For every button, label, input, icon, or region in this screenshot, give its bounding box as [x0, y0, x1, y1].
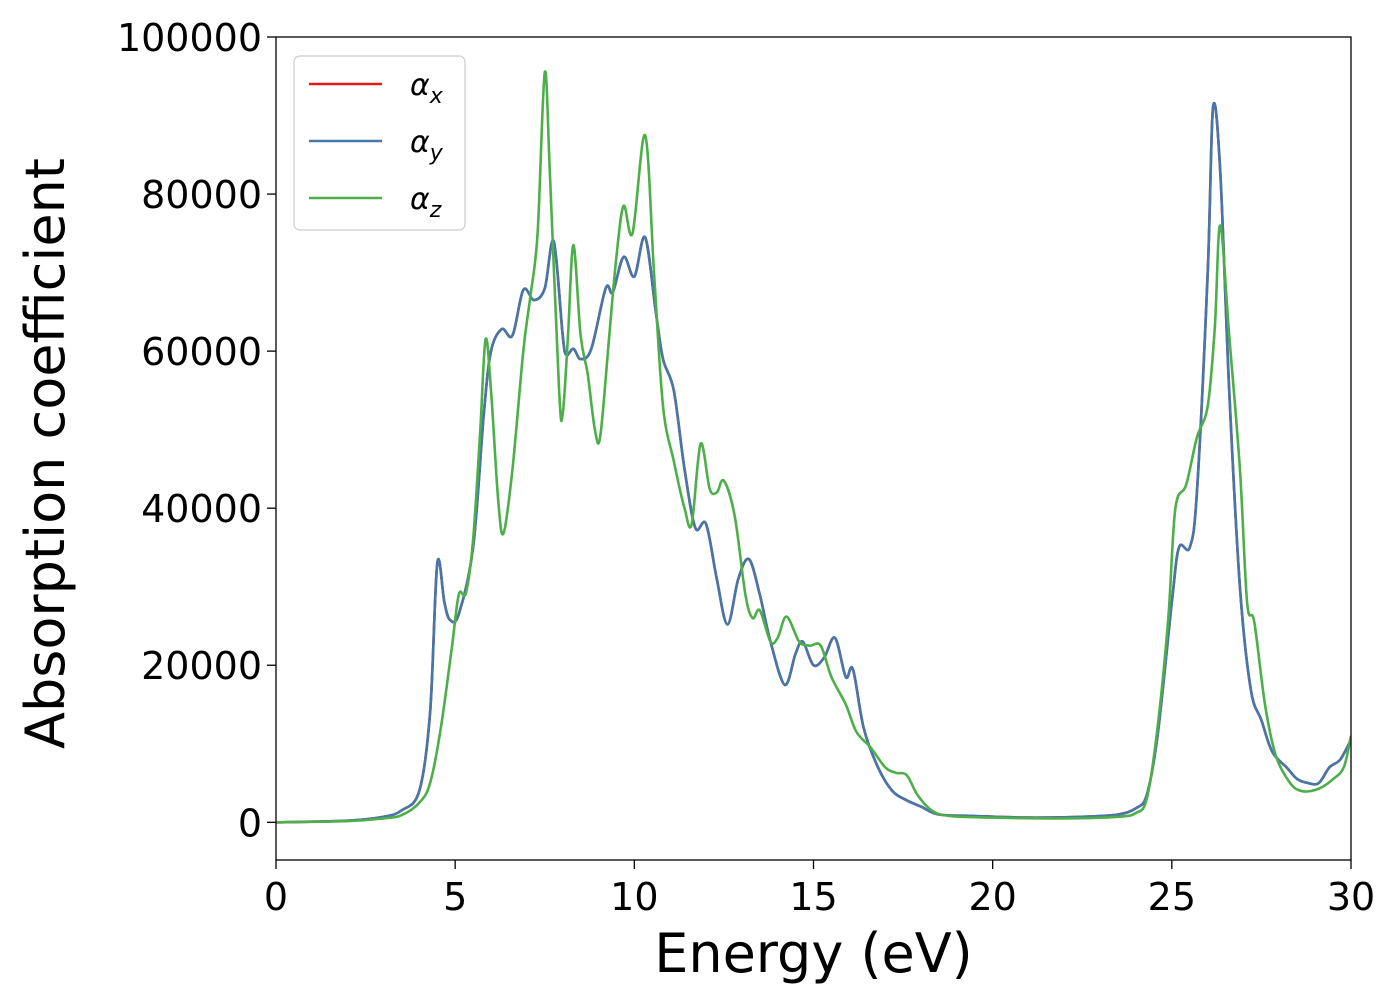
legend-frame — [293, 55, 466, 231]
y-tick-label: 80000 — [141, 173, 262, 217]
x-axis-title: Energy (eV) — [654, 922, 973, 985]
series-layer — [276, 70, 1351, 824]
series-line-z — [276, 70, 1351, 824]
y-tick-label: 60000 — [141, 330, 262, 374]
series-line-y — [276, 101, 1351, 824]
x-tick-label: 15 — [789, 875, 837, 919]
x-tick-label: 20 — [968, 875, 1016, 919]
y-tick-label: 0 — [238, 801, 262, 845]
x-tick-label: 5 — [443, 875, 467, 919]
x-axis: 0 5 10 15 20 25 30 — [264, 860, 1375, 919]
x-tick-label: 0 — [264, 875, 288, 919]
x-tick-label: 30 — [1327, 875, 1375, 919]
y-axis: 0 20000 40000 60000 80000 100000 — [117, 16, 276, 845]
y-axis-title: Absorption coefficient — [14, 158, 77, 749]
y-tick-label: 100000 — [117, 16, 262, 60]
y-tick-label: 20000 — [141, 644, 262, 688]
x-tick-label: 25 — [1148, 875, 1196, 919]
y-tick-label: 40000 — [141, 487, 262, 531]
x-tick-label: 10 — [610, 875, 658, 919]
